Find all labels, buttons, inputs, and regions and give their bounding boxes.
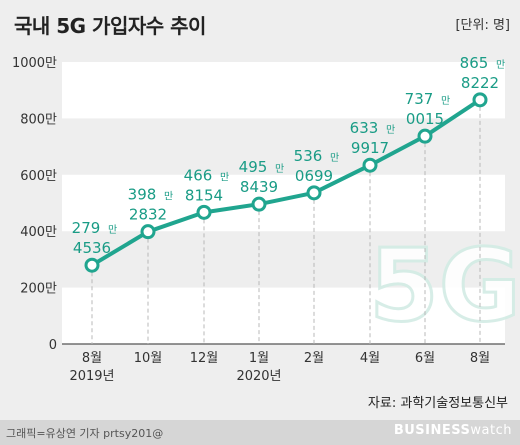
data-label-top: 495 (239, 158, 268, 176)
y-tick-label: 200만 (20, 282, 57, 297)
data-label-man: 만 (164, 191, 173, 203)
x-tick-label: 8월 (470, 351, 490, 366)
x-tick-label: 1월 (249, 351, 269, 366)
brand-part2: watch (470, 423, 512, 438)
watermark-5g: 5G (369, 227, 520, 344)
data-label-bottom: 4536 (73, 239, 111, 257)
x-tick-label: 4월 (360, 351, 380, 366)
series-line (90, 98, 482, 267)
band-stripe (62, 174, 505, 232)
data-label-top: 633 (350, 119, 379, 137)
data-point (84, 257, 100, 273)
data-label-top: 865 (460, 54, 489, 72)
year-label: 2019년 (69, 369, 114, 384)
x-tick-label: 10월 (134, 351, 163, 366)
x-tick-label: 6월 (415, 351, 435, 366)
data-label-bottom: 2832 (129, 206, 167, 224)
x-tick-label: 2월 (304, 351, 324, 366)
data-label-top: 466 (184, 166, 213, 184)
data-label-top: 737 (405, 90, 434, 108)
data-label-bottom: 9917 (351, 139, 389, 157)
graphic-credit: 그래픽=유상연 기자 prtsy201@ (6, 427, 164, 440)
data-label-top: 279 (72, 219, 101, 237)
y-tick-label: 1000만 (12, 56, 57, 71)
year-label: 2020년 (236, 369, 281, 384)
brand-logo: BUSINESSwatch (394, 423, 512, 438)
data-label-bottom: 0699 (295, 167, 333, 185)
data-label-bottom: 0015 (406, 110, 444, 128)
data-label-man: 만 (441, 95, 450, 107)
data-point (306, 185, 322, 201)
data-label-man: 만 (220, 171, 229, 183)
data-label-man: 만 (386, 124, 395, 136)
band-stripe (62, 62, 505, 119)
data-label-top: 536 (294, 147, 323, 165)
x-tick-label: 8월 (82, 351, 102, 366)
y-tick-label: 600만 (20, 169, 57, 184)
y-tick-label: 0 (49, 338, 57, 353)
source-note: 자료: 과학기술정보통신부 (367, 396, 508, 411)
data-label-man: 만 (496, 59, 505, 71)
y-tick-label: 800만 (20, 112, 57, 127)
brand-part1: BUSINESS (393, 423, 471, 438)
data-label-bottom: 8439 (240, 178, 278, 196)
data-point (417, 128, 433, 144)
data-label-man: 만 (108, 224, 117, 236)
data-point (472, 92, 488, 108)
data-point (140, 224, 156, 240)
data-label-man: 만 (330, 152, 339, 164)
data-point (196, 204, 212, 220)
chart-title: 국내 5G 가입자수 추이 (14, 14, 206, 38)
band-stripe (62, 287, 505, 344)
footer-bar: 그래픽=유상연 기자 prtsy201@ BUSINESSwatch (0, 420, 520, 445)
data-label-bottom: 8222 (461, 74, 499, 92)
data-label-bottom: 8154 (185, 186, 223, 204)
line-chart: 5G 0 200만 400만 600만 800만 1000만 8월 10월 12월 1월 2월 4월 6월… (12, 54, 520, 384)
y-tick-label: 400만 (20, 225, 57, 240)
data-label-man: 만 (275, 163, 284, 175)
data-point (251, 196, 267, 212)
data-point (362, 157, 378, 173)
data-label-top: 398 (128, 186, 157, 204)
unit-label: [단위: 명] (455, 18, 510, 33)
x-tick-label: 12월 (190, 351, 219, 366)
